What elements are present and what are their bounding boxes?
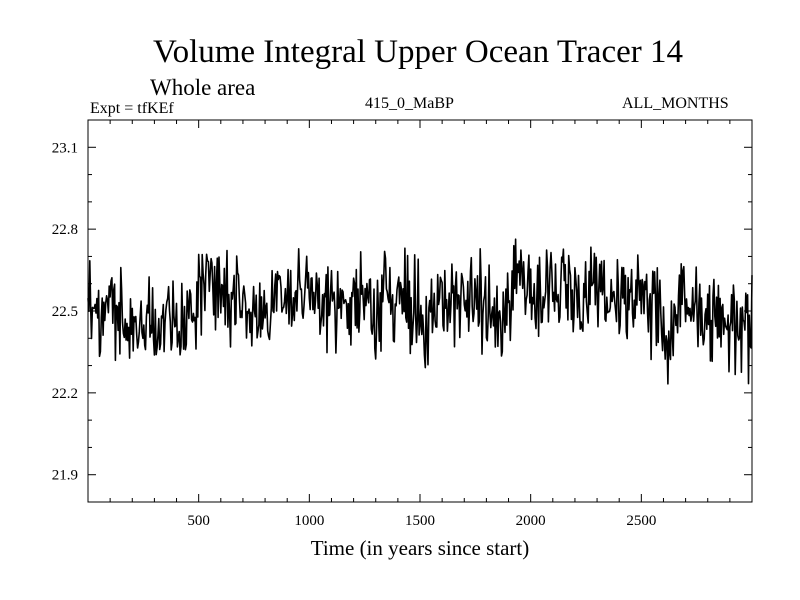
x-tick-label: 1500	[405, 513, 435, 529]
chart-title: Volume Integral Upper Ocean Tracer 14	[153, 34, 683, 70]
y-tick-label: 22.8	[52, 222, 78, 238]
x-axis-label: Time (in years since start)	[310, 536, 530, 560]
x-tick-label: 2500	[626, 513, 656, 529]
series-line	[87, 238, 753, 385]
x-tick-label: 500	[187, 513, 210, 529]
experiment-label: Expt = tfKEf	[90, 100, 174, 117]
x-tick-label: 1000	[294, 513, 324, 529]
axis-ticks: 500 1000 1500 2000 2500 21.9 22.2 22.5 22.8 23.1	[52, 120, 752, 529]
series-layer	[87, 238, 753, 385]
run-label: 415_0_MaBP	[365, 95, 454, 112]
months-label: ALL_MONTHS	[622, 95, 729, 112]
chart-subtitle: Whole area	[150, 75, 256, 100]
y-tick-label: 21.9	[52, 468, 78, 484]
y-tick-label: 22.5	[52, 304, 78, 320]
y-tick-label: 22.2	[52, 386, 78, 402]
y-tick-label: 23.1	[52, 140, 78, 156]
x-tick-label: 2000	[516, 513, 546, 529]
